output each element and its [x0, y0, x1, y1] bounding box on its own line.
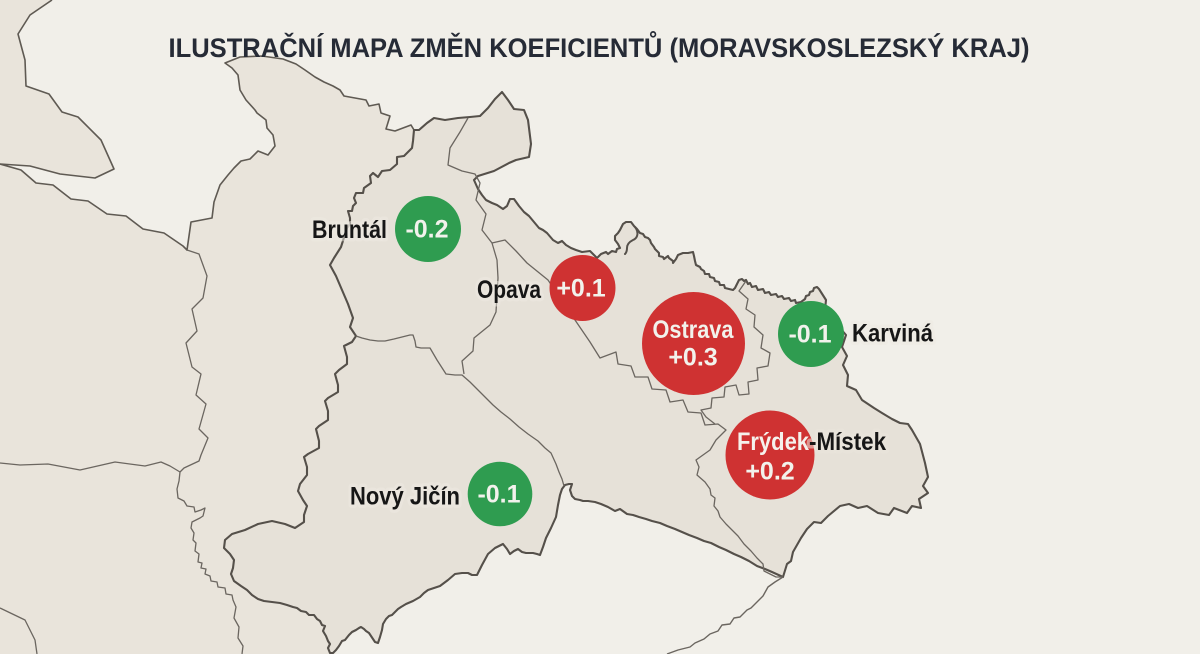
svg-text:+0.1: +0.1 [556, 275, 605, 303]
svg-text:-0.2: -0.2 [405, 216, 448, 244]
svg-text:ILUSTRAČNÍ MAPA ZMĚN KOEFICIEN: ILUSTRAČNÍ MAPA ZMĚN KOEFICIENTŮ (MORAVS… [169, 30, 1030, 63]
svg-text:-0.1: -0.1 [788, 321, 831, 349]
svg-text:Bruntál: Bruntál [312, 216, 387, 244]
svg-text:-Místek: -Místek [809, 428, 886, 456]
svg-text:Karviná: Karviná [852, 320, 933, 348]
svg-text:Nový Jičín: Nový Jičín [350, 483, 460, 511]
svg-text:-0.1: -0.1 [477, 481, 520, 509]
svg-text:+0.2: +0.2 [745, 458, 794, 486]
svg-text:Ostrava: Ostrava [653, 316, 735, 344]
svg-text:Frýdek: Frýdek [737, 428, 809, 456]
svg-text:Opava: Opava [477, 276, 542, 304]
svg-text:+0.3: +0.3 [668, 344, 717, 372]
